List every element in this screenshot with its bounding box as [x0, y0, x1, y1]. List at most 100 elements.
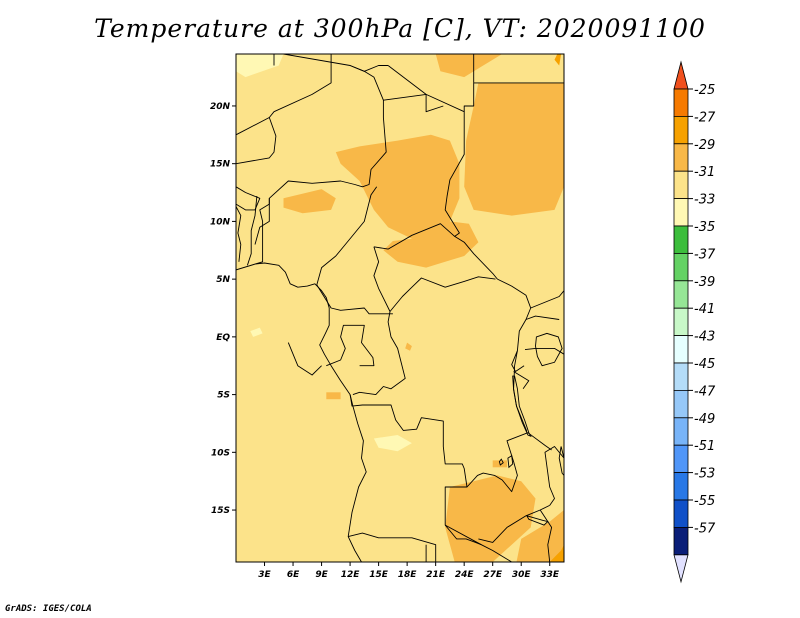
x-tick-label: 33E	[540, 570, 560, 580]
colorbar-level-label: -45	[694, 357, 715, 372]
y-tick-label: 10N	[210, 217, 231, 227]
colorbar-level-label: -37	[694, 247, 716, 262]
country-border	[236, 206, 242, 262]
y-tick-label: 15N	[210, 160, 231, 170]
colorbar-level-label: -55	[694, 494, 715, 509]
y-tick-label: EQ	[216, 333, 230, 343]
colorbar-swatch	[673, 472, 689, 501]
colorbar-level-label: -27	[694, 110, 716, 125]
lake-outline	[525, 515, 549, 526]
temperature-region-gabon-cool	[250, 327, 263, 337]
y-tick-label: 20N	[210, 102, 231, 112]
temperature-region-congo-basin-warm-1	[405, 342, 412, 351]
colorbar-swatch	[673, 444, 689, 474]
country-border	[444, 524, 512, 562]
country-border	[539, 509, 553, 562]
colorbar-swatch	[673, 143, 689, 172]
temperature-region-sudan-north-orange	[554, 54, 562, 66]
country-border	[511, 350, 525, 372]
x-tick-label: 18E	[398, 570, 418, 580]
country-border	[524, 347, 564, 355]
country-border	[236, 163, 261, 211]
map-frame	[235, 53, 565, 563]
x-tick-label: 21E	[426, 570, 446, 580]
x-tick-label: 9E	[315, 570, 328, 580]
country-border	[383, 93, 444, 113]
country-border	[463, 82, 475, 112]
colorbar-level-label: -57	[694, 521, 716, 536]
colorbar-level-label: -25	[694, 83, 715, 98]
country-border	[287, 342, 322, 376]
country-border	[316, 284, 393, 315]
country-borders	[236, 54, 564, 562]
colorbar-level-label: -31	[694, 165, 715, 180]
grads-credit: GrADS: IGES/COLA	[5, 604, 92, 614]
colorbar-swatch	[673, 527, 689, 556]
country-border	[478, 504, 550, 543]
colorbar-swatch	[673, 88, 689, 117]
colorbar-level-label: -35	[694, 220, 715, 235]
temperature-regions	[236, 54, 564, 562]
country-border	[254, 65, 387, 245]
colorbar: -25 -27 -29 -31 -33 -35 -37 -39 -41 -43 -45 -47 -49 -…	[673, 60, 716, 584]
country-border	[544, 446, 564, 506]
coastline	[236, 262, 367, 562]
temperature-region-sahara-north-warm	[236, 54, 284, 78]
colorbar-bottom-arrow	[673, 554, 689, 584]
country-border	[426, 54, 475, 83]
x-tick-label: 6E	[287, 570, 300, 580]
colorbar-swatch	[673, 198, 689, 227]
colorbar-swatch	[673, 389, 689, 419]
country-border	[348, 532, 437, 562]
country-border	[530, 290, 564, 309]
colorbar-swatch	[673, 225, 689, 254]
temperature-region-libya-egypt-warm	[435, 54, 503, 78]
colorbar-swatch	[673, 307, 689, 337]
x-tick-label: 24E	[455, 570, 475, 580]
country-border	[352, 246, 406, 396]
colorbar-swatch	[673, 170, 689, 199]
lake-outline	[535, 332, 563, 367]
temperature-region-sudan-warm	[464, 82, 564, 216]
x-tick-label: 15E	[369, 570, 389, 580]
lake-outline	[512, 375, 532, 438]
x-tick-label: 12E	[341, 570, 361, 580]
colorbar-swatch	[673, 116, 689, 145]
colorbar-level-label: -49	[694, 412, 715, 427]
country-border	[349, 394, 482, 546]
y-tick-label: 5S	[217, 391, 230, 401]
country-border	[236, 54, 332, 136]
colorbar-level-label: -39	[694, 275, 715, 290]
country-border	[389, 276, 496, 312]
x-axis: 3E 6E 9E 12E 15E 18E 21E 24E 27E 30E 33E	[258, 562, 560, 580]
x-tick-label: 3E	[258, 570, 271, 580]
colorbar-level-label: -53	[694, 467, 715, 482]
country-border	[466, 432, 552, 493]
country-border	[513, 371, 530, 390]
country-border	[326, 324, 375, 367]
colorbar-swatch	[673, 362, 689, 391]
y-tick-label: 10S	[211, 448, 230, 458]
temperature-region-nigeria-warm	[283, 189, 336, 214]
colorbar-level-label: -33	[694, 193, 715, 208]
country-border	[254, 198, 270, 265]
temperature-region-angola-cool	[373, 435, 412, 452]
colorbar-swatch	[673, 499, 689, 528]
temperature-region-car-warm	[383, 221, 479, 268]
country-border	[236, 117, 277, 165]
colorbar-top-arrow	[673, 60, 689, 90]
country-border	[246, 195, 258, 266]
colorbar-level-label: -41	[694, 302, 715, 317]
lake-outline	[498, 458, 504, 466]
x-tick-label: 30E	[512, 570, 532, 580]
temperature-region-mozambique-coast-orange	[549, 544, 564, 562]
x-tick-label: 27E	[483, 570, 503, 580]
colorbar-level-label: -47	[694, 384, 716, 399]
colorbar-swatch	[673, 280, 689, 309]
temperature-region-chad-warm	[335, 134, 460, 239]
colorbar-level-label: -43	[694, 330, 715, 345]
page-title: Temperature at 300hPa [C], VT: 202009110…	[94, 14, 706, 43]
colorbar-swatch	[673, 252, 689, 282]
